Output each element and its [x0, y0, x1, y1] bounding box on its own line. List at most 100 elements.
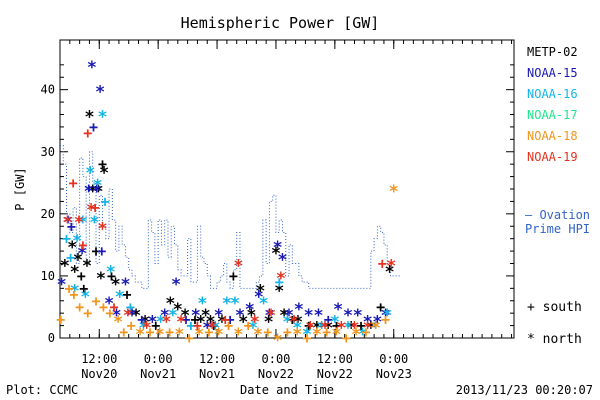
point-noaa-16-north: *	[97, 108, 107, 128]
point-noaa-19-north: *	[207, 319, 217, 339]
point-noaa-18-south: +	[204, 323, 213, 341]
point-metp-02-south: +	[79, 279, 88, 297]
y-tick-label: 40	[41, 83, 55, 97]
x-tick-date-label: Nov22	[258, 367, 294, 381]
point-noaa-19-south: +	[378, 255, 387, 273]
point-noaa-16-north: *	[259, 294, 269, 314]
point-noaa-16-north: *	[80, 288, 90, 308]
point-noaa-18-south: +	[244, 317, 253, 335]
point-noaa-18-north: *	[389, 182, 399, 202]
x-tick-date-label: Nov22	[317, 367, 353, 381]
point-noaa-18-south: +	[303, 329, 312, 347]
point-noaa-16-north: *	[358, 325, 368, 345]
point-noaa-15-south: +	[226, 310, 235, 328]
point-metp-02-north: *	[385, 263, 395, 283]
point-noaa-16-north: *	[317, 319, 327, 339]
point-metp-02-north: *	[274, 281, 284, 301]
point-noaa-16-south: +	[186, 317, 195, 335]
point-noaa-18-south: +	[127, 317, 136, 335]
point-noaa-18-north: *	[253, 325, 263, 345]
point-metp-02-north: *	[346, 319, 356, 339]
point-noaa-16-north: *	[85, 163, 95, 183]
point-noaa-15-north: *	[160, 306, 170, 326]
point-metp-02-south: +	[91, 242, 100, 260]
point-metp-02-north: *	[60, 257, 70, 277]
point-metp-02-north: *	[88, 182, 98, 202]
point-metp-02-south: +	[77, 267, 86, 285]
point-noaa-16-north: *	[292, 319, 302, 339]
timestamp: 2013/11/23 00:20:07	[456, 383, 593, 397]
point-metp-02-south: +	[332, 317, 341, 335]
point-metp-02-north: *	[366, 319, 376, 339]
point-noaa-16-north: *	[197, 294, 207, 314]
point-noaa-19-north: *	[97, 219, 107, 239]
point-noaa-15-south: +	[137, 310, 146, 328]
series-noaa-18: ++++ ++++*++ * + * + * + * + * + * + * + * + * + * + * + * + * +*	[56, 182, 399, 351]
ovation-legend-line1: – Ovation	[525, 208, 590, 222]
point-metp-02-north: *	[84, 108, 94, 128]
ovation-hpi-line	[60, 145, 400, 289]
x-axis: 12:00Nov200:00Nov2112:00Nov210:00Nov2212…	[59, 40, 513, 381]
point-noaa-18-north: *	[272, 331, 282, 351]
point-noaa-15-north: *	[202, 319, 212, 339]
series-metp-02: ****++***+**+*+* +** +*** +***+*+*******+* +…	[60, 108, 395, 339]
ovation-hpi-series	[60, 145, 400, 289]
point-noaa-15-north: *	[277, 250, 287, 270]
point-noaa-16-north: *	[138, 319, 148, 339]
point-noaa-16-south: +	[275, 273, 284, 291]
point-noaa-18-south: +	[64, 279, 73, 297]
point-noaa-15-south: +	[324, 310, 333, 328]
series-noaa-15: **+***+**+**** + * **+ *** + * ****** * * * + * * * * **	[57, 58, 391, 339]
point-metp-02-south: +	[107, 267, 116, 285]
point-noaa-18-north: *	[233, 325, 243, 345]
point-noaa-16-south: +	[62, 230, 71, 248]
point-noaa-19-north: *	[386, 257, 396, 277]
point-noaa-18-north: *	[351, 325, 361, 345]
point-noaa-18-north: *	[194, 325, 204, 345]
point-noaa-19-north: *	[142, 319, 152, 339]
point-noaa-15-north: *	[380, 306, 390, 326]
point-noaa-18-south: +	[83, 304, 92, 322]
point-noaa-18-north: *	[155, 325, 165, 345]
point-noaa-16-north: *	[106, 263, 116, 283]
point-metp-02-north: *	[323, 319, 333, 339]
point-noaa-18-south: +	[99, 298, 108, 316]
point-noaa-15-north: *	[120, 275, 130, 295]
point-metp-02-north: *	[312, 319, 322, 339]
point-noaa-19-south: +	[193, 317, 202, 335]
y-axis: 0 10 20 30 40	[41, 64, 514, 345]
point-noaa-16-south: +	[100, 192, 109, 210]
x-tick-label: 12:00	[81, 352, 117, 366]
point-noaa-16-north: *	[155, 312, 165, 332]
point-noaa-18-north: *	[331, 325, 341, 345]
legend-noaa-17: NOAA-17	[527, 108, 578, 122]
point-noaa-19-north: *	[250, 312, 260, 332]
point-noaa-16-north: *	[168, 306, 178, 326]
point-noaa-19-south: +	[78, 236, 87, 254]
point-noaa-15-north: *	[235, 306, 245, 326]
point-metp-02-north: *	[67, 238, 77, 258]
point-noaa-16-north: *	[78, 213, 88, 233]
point-noaa-15-north: *	[264, 306, 274, 326]
point-noaa-19-north: *	[86, 201, 96, 221]
point-noaa-19-north: *	[123, 306, 133, 326]
point-noaa-15-north: *	[171, 275, 181, 295]
point-noaa-15-north: *	[104, 294, 114, 314]
point-noaa-18-north: *	[214, 325, 224, 345]
point-noaa-15-north: *	[63, 213, 73, 233]
point-noaa-15-north: *	[304, 306, 314, 326]
y-tick-label: 0	[48, 331, 55, 345]
point-noaa-18-south: +	[91, 292, 100, 310]
point-noaa-15-north: *	[57, 275, 67, 295]
point-noaa-16-north: *	[371, 319, 381, 339]
point-noaa-18-south: +	[283, 323, 292, 341]
point-noaa-19-north: *	[176, 312, 186, 332]
point-noaa-15-north: *	[77, 244, 87, 264]
point-noaa-18-south: +	[224, 317, 233, 335]
point-noaa-18-south: +	[105, 304, 114, 322]
point-noaa-19-north: *	[266, 306, 276, 326]
point-metp-02-north: *	[82, 257, 92, 277]
point-metp-02-north: *	[111, 275, 121, 295]
point-noaa-18-north: *	[312, 325, 322, 345]
point-noaa-15-south: +	[67, 217, 76, 235]
